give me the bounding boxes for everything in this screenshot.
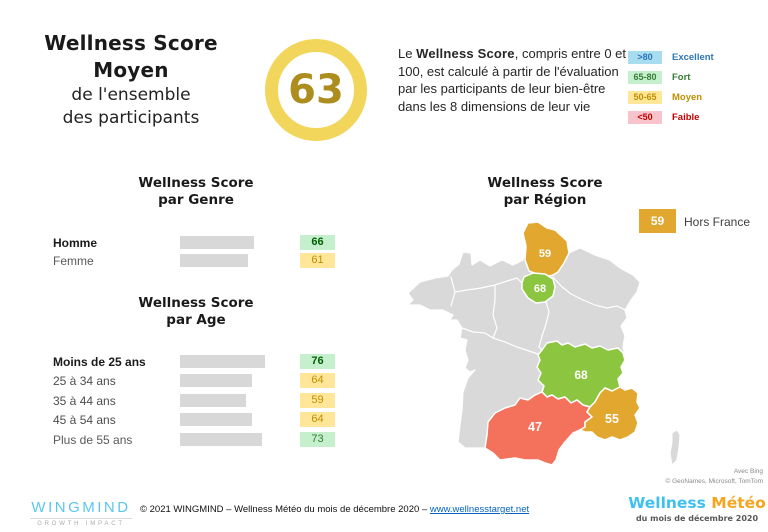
hors-france-label: Hors France [684,215,751,229]
france-region-map: 59 68 68 47 55 [407,221,681,467]
age-bar-moins-25 [180,355,266,368]
map-value-ile-de-france: 68 [534,283,546,295]
age-row-35-44: 35 à 44 ans 59 [0,393,350,409]
genre-bar-femme [180,254,249,267]
legend-row-faible: <50 Faible [628,111,714,124]
age-score-45-54: 64 [300,412,335,427]
meteo-name-part2: Météo [711,494,766,512]
global-score-value: 63 [288,67,344,113]
page-title: Wellness Score Moyen de l'ensemble des p… [20,30,242,130]
legend-row-excellent: >80 Excellent [628,51,714,64]
age-label-35-44: 35 à 44 ans [53,394,116,408]
genre-title-line2: par Genre [158,192,234,208]
region-title-line2: par Région [503,192,587,208]
age-row-45-54: 45 à 54 ans 64 [0,412,350,428]
region-paca [579,386,641,441]
age-bar-45-54 [180,413,252,426]
score-description: Le Wellness Score, compris entre 0 et 10… [398,45,634,115]
meteo-name-part1: Wellness [628,494,712,512]
wellness-meteo-logo-name: Wellness Météo [622,494,768,512]
title-line-4: des participants [62,108,200,128]
genre-score-homme: 66 [300,235,335,250]
age-label-45-54: 45 à 54 ans [53,413,116,427]
age-score-moins-25: 76 [300,354,335,369]
age-bar-25-34 [180,374,252,387]
genre-chart-title: Wellness Score par Genre [86,175,306,209]
legend-chip-faible: <50 [628,111,662,124]
descr-prefix: Le [398,46,417,61]
score-legend: >80 Excellent 65-80 Fort 50-65 Moyen <50… [628,51,714,131]
hors-france-score-chip: 59 [639,209,676,233]
legend-chip-excellent: >80 [628,51,662,64]
age-label-25-34: 25 à 34 ans [53,374,116,388]
age-score-35-44: 59 [300,393,335,408]
title-line-1: Wellness Score [44,31,218,55]
age-row-moins-25: Moins de 25 ans 76 [0,354,350,370]
age-title-line2: par Age [166,312,226,328]
descr-bold: Wellness Score [416,46,515,61]
wingmind-logo-tagline: GROWTH IMPACT [30,518,132,527]
global-score-badge: 63 [265,39,367,141]
descr-rest: , compris entre 0 et 100, est calculé à … [398,46,627,114]
map-value-hauts-de-france: 59 [539,248,551,260]
wellness-meteo-logo: Wellness Météo du mois de décembre 2020 [622,494,768,523]
copyright-line: © 2021 WINGMIND – Wellness Météo du mois… [140,504,529,515]
wellness-meteo-subtitle: du mois de décembre 2020 [635,514,759,523]
region-chart-title: Wellness Score par Région [435,175,655,209]
wellnesstarget-link[interactable]: www.wellnesstarget.net [429,504,530,515]
copyright-text: © 2021 WINGMIND – Wellness Météo du mois… [140,504,430,515]
genre-row-homme: Homme 66 [0,235,350,251]
age-label-plus-55: Plus de 55 ans [53,433,133,447]
age-bar-plus-55 [180,433,262,446]
region-borders [450,276,626,355]
age-bar-35-44 [180,394,247,407]
genre-label-femme: Femme [53,254,94,268]
region-hauts-de-france [522,221,570,278]
legend-label-fort: Fort [672,72,691,83]
legend-chip-fort: 65-80 [628,71,662,84]
genre-score-femme: 61 [300,253,335,268]
wingmind-logo: WINGMIND GROWTH IMPACT [30,499,132,527]
genre-row-femme: Femme 61 [0,253,350,269]
legend-label-excellent: Excellent [672,52,714,63]
legend-row-moyen: 50-65 Moyen [628,91,714,104]
map-attribution-sources: © GeoNames, Microsoft, TomTom [665,478,764,485]
age-score-25-34: 64 [300,373,335,388]
age-row-plus-55: Plus de 55 ans 73 [0,432,350,448]
region-corse [669,429,681,467]
wingmind-logo-name: WINGMIND [31,499,131,516]
legend-label-moyen: Moyen [672,92,703,103]
age-chart-title: Wellness Score par Age [86,295,306,329]
map-value-paca: 55 [605,412,619,426]
map-attribution-bing: Avec Bing [733,468,763,475]
age-score-plus-55: 73 [300,432,335,447]
legend-label-faible: Faible [672,112,700,123]
legend-row-fort: 65-80 Fort [628,71,714,84]
age-label-moins-25: Moins de 25 ans [53,355,146,369]
genre-bar-homme [180,236,254,249]
title-line-2: Moyen [93,58,169,82]
region-title-line1: Wellness Score [487,175,603,191]
legend-chip-moyen: 50-65 [628,91,662,104]
age-row-25-34: 25 à 34 ans 64 [0,373,350,389]
title-line-3: de l'ensemble [71,85,191,105]
map-value-occitanie: 47 [528,420,542,434]
age-title-line1: Wellness Score [138,295,254,311]
map-value-auvergne-rhone-alpes: 68 [574,368,588,382]
region-ile-de-france [521,272,556,304]
genre-label-homme: Homme [53,236,98,250]
genre-title-line1: Wellness Score [138,175,254,191]
